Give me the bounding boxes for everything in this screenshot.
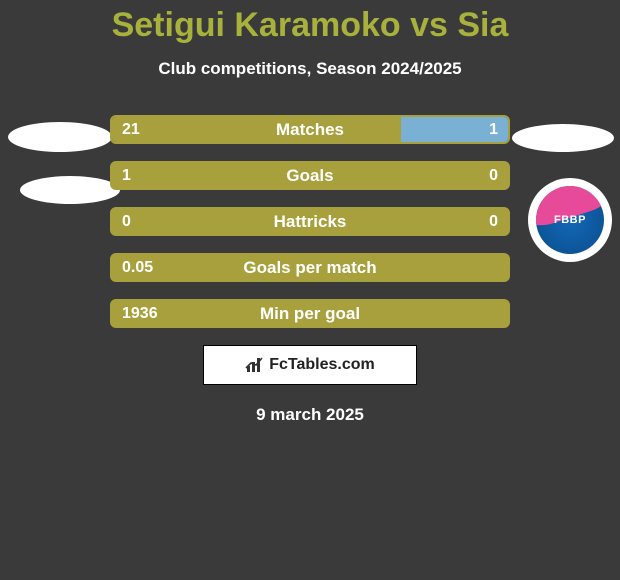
stat-row: 0.05Goals per match — [110, 253, 510, 282]
stat-row: 00Hattricks — [110, 207, 510, 236]
player-left-avatar-1 — [8, 122, 112, 152]
stats-bars: 211Matches 10Goals 00Hattricks 0.05Goals pe… — [110, 115, 510, 328]
page-title: Setigui Karamoko vs Sia — [0, 6, 620, 45]
stat-row: 1936Min per goal — [110, 299, 510, 328]
stat-row: 211Matches — [110, 115, 510, 144]
source-logo: FcTables.com — [203, 345, 417, 385]
club-badge: FBBP — [528, 178, 612, 262]
source-logo-text: FcTables.com — [269, 356, 375, 374]
club-badge-text: FBBP — [554, 214, 586, 226]
date-label: 9 march 2025 — [0, 405, 620, 425]
stat-row: 10Goals — [110, 161, 510, 190]
player-right-avatar-1 — [512, 124, 614, 152]
subtitle: Club competitions, Season 2024/2025 — [0, 59, 620, 79]
player-left-avatar-2 — [20, 176, 120, 204]
comparison-card: Setigui Karamoko vs Sia Club competition… — [0, 0, 620, 580]
chart-icon — [245, 356, 265, 374]
